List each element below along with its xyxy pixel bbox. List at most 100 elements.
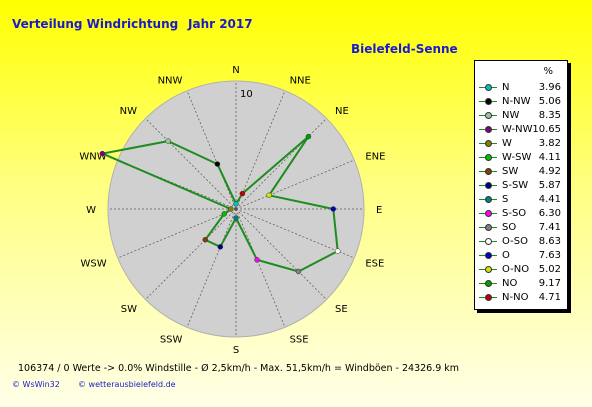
legend-entry: W-NW 10.65 xyxy=(475,123,567,136)
legend-label: S-SW xyxy=(502,180,529,191)
spoke-nnw xyxy=(186,90,237,210)
legend-label: N-NW xyxy=(502,96,531,107)
legend-color-swatch xyxy=(485,182,492,189)
spoke-ne xyxy=(235,118,327,210)
radial-max-label: 10 xyxy=(240,89,253,100)
spoke-ssw xyxy=(186,208,237,328)
spoke-se xyxy=(235,208,327,300)
legend-value: 4.11 xyxy=(538,152,561,163)
chart-year: Jahr 2017 xyxy=(188,17,253,31)
spoke-wnw xyxy=(117,159,237,210)
legend-label: O-SO xyxy=(502,236,528,247)
point-nw xyxy=(165,138,171,144)
legend-color-swatch xyxy=(485,112,492,119)
credit-website[interactable]: © wetterausbielefeld.de xyxy=(78,380,176,389)
legend-label: SO xyxy=(502,222,517,233)
legend-color-swatch xyxy=(485,140,492,147)
station-name: Bielefeld-Senne xyxy=(351,42,458,56)
point-n xyxy=(233,201,239,207)
point-nne xyxy=(239,190,246,197)
legend-value: 8.35 xyxy=(538,110,561,121)
direction-label-wnw: WNW xyxy=(79,151,106,162)
legend-value: 8.63 xyxy=(538,236,561,247)
legend-color-swatch xyxy=(485,126,492,133)
direction-label-ene: ENE xyxy=(365,151,385,162)
legend-color-swatch xyxy=(485,252,492,259)
legend-color-swatch xyxy=(485,98,492,105)
legend-entry: S-SO 6.30 xyxy=(475,207,567,220)
legend-value: 5.02 xyxy=(538,264,561,275)
point-e xyxy=(330,206,337,212)
direction-label-s: S xyxy=(233,345,239,356)
legend-entry: N-NO 4.71 xyxy=(475,291,567,304)
spoke-ese xyxy=(235,208,355,259)
legend-value: 7.41 xyxy=(538,222,561,233)
point-sse xyxy=(254,257,260,263)
point-ene xyxy=(266,192,272,199)
point-ese xyxy=(334,248,341,254)
spoke-ene xyxy=(235,159,355,210)
direction-label-nnw: NNW xyxy=(158,76,183,87)
legend-label: O xyxy=(502,250,510,261)
legend-label: S-SO xyxy=(502,208,527,219)
wind-series xyxy=(99,133,341,275)
direction-label-n: N xyxy=(232,65,239,76)
direction-label-e: E xyxy=(376,205,382,216)
legend-color-swatch xyxy=(485,196,492,203)
legend-value: 5.87 xyxy=(538,180,561,191)
legend-label: N xyxy=(502,82,510,93)
point-s xyxy=(233,215,239,221)
spoke-wsw xyxy=(117,208,237,259)
direction-labels: N NNE NE ENE E ESE SE SSE S SSW SW WSW W WNW NW NNW 10 xyxy=(79,65,385,356)
legend-entry: N-NW 5.06 xyxy=(475,95,567,108)
legend-color-swatch xyxy=(485,154,492,161)
legend-header: % xyxy=(543,66,553,77)
legend-color-swatch xyxy=(485,168,492,175)
legend-color-swatch xyxy=(485,238,492,245)
point-se xyxy=(295,268,302,275)
legend-entry: O-NO 5.02 xyxy=(475,263,567,276)
legend-value: 9.17 xyxy=(538,278,561,289)
legend-color-swatch xyxy=(485,280,492,287)
legend-entry: W 3.82 xyxy=(475,137,567,150)
legend-value: 5.06 xyxy=(538,96,561,107)
legend-value: 4.92 xyxy=(538,166,561,177)
direction-label-ese: ESE xyxy=(365,259,384,270)
direction-label-ne: NE xyxy=(335,106,349,117)
legend-entry: SO 7.41 xyxy=(475,221,567,234)
spoke-sse xyxy=(235,208,286,328)
legend-label: W xyxy=(502,138,512,149)
legend-value: 4.41 xyxy=(538,194,561,205)
point-sw xyxy=(202,237,208,243)
radar-grid xyxy=(107,80,365,338)
legend-color-swatch xyxy=(485,294,492,301)
legend-label: S xyxy=(502,194,509,205)
legend-entry: NW 8.35 xyxy=(475,109,567,122)
legend-entry: O 7.63 xyxy=(475,249,567,262)
legend-label: SW xyxy=(502,166,519,177)
legend-value: 6.30 xyxy=(538,208,561,219)
legend-value: 10.65 xyxy=(532,124,561,135)
legend-color-swatch xyxy=(485,84,492,91)
direction-label-sw: SW xyxy=(121,304,137,315)
spoke-nw xyxy=(145,118,237,210)
legend-label: W-SW xyxy=(502,152,532,163)
chart-title: Verteilung Windrichtung xyxy=(12,17,179,31)
point-wsw xyxy=(221,211,227,217)
legend-value: 3.82 xyxy=(538,138,561,149)
point-w xyxy=(228,206,234,212)
point-ssw xyxy=(217,244,224,250)
spoke-sw xyxy=(145,208,237,300)
legend-label: O-NO xyxy=(502,264,530,275)
direction-label-nw: NW xyxy=(120,106,137,117)
legend-label: NO xyxy=(502,278,518,289)
credit-wswin[interactable]: © WsWin32 xyxy=(12,380,60,389)
legend-entry: S-SW 5.87 xyxy=(475,179,567,192)
legend-color-swatch xyxy=(485,210,492,217)
legend-entry: O-SO 8.63 xyxy=(475,235,567,248)
spoke-nne xyxy=(235,90,286,210)
legend-entry: N 3.96 xyxy=(475,81,567,94)
legend-color-swatch xyxy=(485,224,492,231)
